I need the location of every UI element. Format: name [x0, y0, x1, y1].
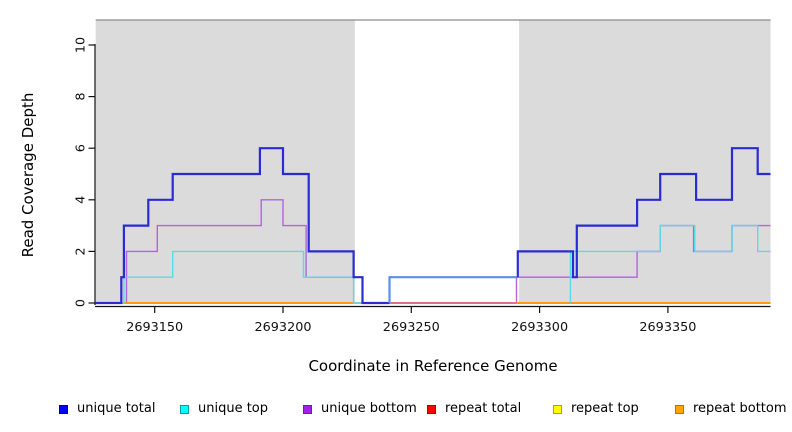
legend-item-repeat-total: repeat total	[427, 399, 521, 419]
series-line-unique-top	[95, 250, 363, 304]
shaded-band-1	[519, 20, 771, 304]
legend-item-repeat-bottom: repeat bottom	[675, 399, 787, 419]
legend-label: unique bottom	[321, 401, 417, 416]
legend-label: unique top	[198, 401, 269, 416]
x-tick-label: 2693350	[639, 320, 696, 335]
y-axis-title: Read Coverage Depth	[19, 93, 37, 258]
x-axis-title: Coordinate in Reference Genome	[308, 357, 557, 375]
y-tick-label: 8	[74, 93, 89, 101]
y-tick-label: 4	[74, 196, 89, 204]
x-tick-label: 2693300	[511, 320, 568, 335]
legend-item-unique-total: unique total	[59, 399, 155, 419]
legend: unique total unique top unique bottom repea…	[0, 399, 792, 423]
series-line-unique-total	[388, 276, 518, 303]
series-line-unique-total	[516, 147, 771, 279]
x-tick-label: 2693250	[383, 320, 440, 335]
axes: 0 2 4 6 8 10 2693150 2693200 2693250 2693300 26933…	[74, 37, 771, 335]
series-line-unique-total	[95, 147, 390, 305]
x-tick-label: 2693150	[126, 320, 183, 335]
legend-swatch-unique-bottom	[303, 404, 312, 414]
x-tick-label: 2693200	[255, 320, 312, 335]
legend-swatch-unique-total	[59, 404, 68, 414]
legend-swatch-repeat-bottom	[675, 404, 684, 414]
plot-background-bands	[95, 19, 771, 304]
y-tick-label: 2	[74, 247, 89, 255]
y-tick-label: 10	[74, 37, 89, 53]
legend-item-unique-top: unique top	[180, 399, 268, 419]
legend-swatch-repeat-total	[427, 404, 436, 414]
y-tick-label: 0	[74, 299, 89, 307]
legend-item-repeat-top: repeat top	[553, 399, 639, 419]
series-line-unique-top	[569, 224, 771, 303]
legend-swatch-repeat-top	[553, 404, 562, 414]
legend-label: repeat total	[445, 401, 522, 416]
legend-item-unique-bottom: unique bottom	[303, 399, 417, 419]
legend-label: repeat bottom	[693, 401, 787, 416]
series-lines	[95, 147, 771, 305]
y-tick-label: 6	[74, 144, 89, 152]
legend-label: repeat top	[571, 401, 639, 416]
legend-label: unique total	[77, 401, 156, 416]
legend-swatch-unique-top	[180, 404, 189, 414]
shaded-band-0	[95, 20, 355, 304]
